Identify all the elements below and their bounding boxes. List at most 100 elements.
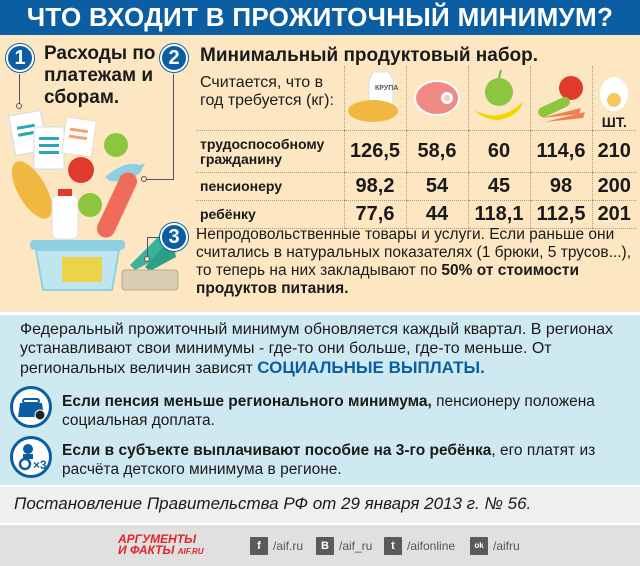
table-cell: 58,6 bbox=[405, 130, 468, 173]
column-fruit bbox=[467, 66, 530, 131]
logo-line: И ФАКТЫ bbox=[118, 543, 175, 557]
table-cell: 210 bbox=[591, 130, 636, 173]
broccoli-icon bbox=[78, 193, 102, 217]
table-cell: 98 bbox=[529, 172, 592, 201]
section-3-connector bbox=[147, 237, 160, 257]
social-link-facebook[interactable]: f /aif.ru bbox=[250, 537, 303, 555]
section-3-text-bold: 50% от стоимости продуктов питания. bbox=[196, 262, 579, 297]
pension-bullet: Если пенсия меньше регионального минимум… bbox=[62, 392, 622, 430]
table-cell: 114,6 bbox=[529, 130, 592, 173]
fish-icon bbox=[105, 163, 145, 182]
connector-dot bbox=[16, 103, 22, 109]
table-cell: 126,5 bbox=[343, 130, 406, 173]
vk-icon: B bbox=[316, 537, 334, 555]
row-label-line: гражданину bbox=[200, 150, 283, 167]
info-panel bbox=[0, 315, 640, 485]
subtitle-line: Считается, что в bbox=[200, 74, 324, 91]
section-3-number-badge: 3 bbox=[160, 223, 188, 251]
third-child-bullet: Если в субъекте выплачивают пособие на 3… bbox=[62, 441, 622, 479]
aif-logo[interactable]: АРГУМЕНТЫ И ФАКТЫ AIF.RU bbox=[118, 532, 204, 557]
subtitle-line: год требуется (кг): bbox=[200, 92, 334, 109]
social-handle: /aif.ru bbox=[273, 539, 304, 553]
page-title: ЧТО ВХОДИТ В ПРОЖИТОЧНЫЙ МИНИМУМ? bbox=[0, 0, 640, 35]
row-label: ребёнку bbox=[196, 200, 344, 229]
row-label: пенсионеру bbox=[196, 172, 344, 201]
basket-icon bbox=[30, 240, 125, 250]
table-cell: 112,5 bbox=[529, 200, 592, 229]
table-cell: 118,1 bbox=[467, 200, 530, 229]
table-cell: 77,6 bbox=[343, 200, 406, 229]
row-label-line: трудоспособному bbox=[200, 135, 325, 152]
odnoklassniki-icon: ok bbox=[470, 537, 488, 555]
column-bread-grain: КРУПА bbox=[343, 66, 406, 131]
social-handle: /aifru bbox=[493, 539, 520, 553]
section-1-number-badge: 1 bbox=[6, 44, 34, 72]
connector-dot bbox=[144, 256, 150, 262]
meat-icon bbox=[414, 80, 460, 116]
pacifier-x3-icon: ×3 bbox=[10, 436, 52, 478]
milk-bottle-icon bbox=[51, 194, 79, 240]
table-subtitle: Считается, что в год требуется (кг): bbox=[196, 66, 344, 131]
section-1-title-line: сборам. bbox=[44, 87, 120, 108]
purse-icon bbox=[10, 386, 52, 428]
row-label: трудоспособному гражданину bbox=[196, 130, 344, 173]
connector-dot bbox=[141, 176, 147, 182]
section-1-title-line: платежам и bbox=[44, 65, 154, 86]
social-handle: /aif_ru bbox=[339, 539, 373, 553]
section-1-title-line: Расходы по bbox=[44, 43, 156, 64]
documents-icon bbox=[8, 109, 97, 170]
logo-site: AIF.RU bbox=[177, 547, 204, 556]
logo-line: АРГУМЕНТЫ bbox=[118, 532, 197, 546]
table-cell: 60 bbox=[467, 130, 530, 173]
fruit-icon bbox=[475, 69, 523, 120]
table-cell: 200 bbox=[591, 172, 636, 201]
column-meat bbox=[405, 66, 468, 131]
social-payments-highlight: СОЦИАЛЬНЫЕ ВЫПЛАТЫ. bbox=[257, 358, 485, 377]
table-row: ребёнку 77,6 44 118,1 112,5 201 bbox=[196, 200, 636, 229]
food-basket-table: Считается, что в год требуется (кг): КРУ… bbox=[196, 66, 636, 229]
bread-grain-icon: КРУПА bbox=[348, 71, 398, 122]
twitter-icon: t bbox=[384, 537, 402, 555]
section-2-number-badge: 2 bbox=[160, 44, 188, 72]
social-link-odnoklassniki[interactable]: ok /aifru bbox=[470, 537, 520, 555]
section-2-connector bbox=[145, 179, 174, 180]
table-cell: 201 bbox=[591, 200, 636, 229]
tomato-icon bbox=[68, 157, 94, 183]
facebook-icon: f bbox=[250, 537, 268, 555]
table-header-row: Считается, что в год требуется (кг): КРУ… bbox=[196, 66, 636, 131]
table-row: трудоспособному гражданину 126,5 58,6 60… bbox=[196, 130, 636, 173]
social-link-twitter[interactable]: t /aifonline bbox=[384, 537, 455, 555]
table-cell: 54 bbox=[405, 172, 468, 201]
bullet-bold: Если в субъекте выплачивают пособие на 3… bbox=[62, 442, 492, 459]
egg-icon bbox=[600, 77, 629, 111]
table-cell: 44 bbox=[405, 200, 468, 229]
info-text: Федеральный прожиточный минимум обновляе… bbox=[20, 320, 620, 378]
section-2-connector bbox=[173, 74, 174, 179]
bullet-text: , его платят из расчёта детского минимум… bbox=[62, 442, 596, 478]
decree-text: Постановление Правительства РФ от 29 янв… bbox=[14, 494, 532, 513]
vegetables-icon bbox=[538, 76, 585, 122]
column-eggs: ШТ. bbox=[591, 66, 636, 131]
social-handle: /aifonline bbox=[407, 539, 456, 553]
bullet-text: пенсионеру положена социальная доплата. bbox=[62, 393, 595, 429]
bullet-bold: Если пенсия меньше регионального минимум… bbox=[62, 393, 432, 410]
info-text-plain: Федеральный прожиточный минимум обновляе… bbox=[20, 321, 614, 377]
table-row: пенсионеру 98,2 54 45 98 200 bbox=[196, 172, 636, 201]
grain-label: КРУПА bbox=[375, 85, 398, 92]
svg-text:×3: ×3 bbox=[33, 458, 47, 472]
table-cell: 98,2 bbox=[343, 172, 406, 201]
section-1-title: Расходы по платежам и сборам. bbox=[44, 43, 155, 109]
eggs-unit-label: ШТ. bbox=[601, 114, 627, 130]
bread-icon bbox=[11, 161, 53, 219]
section-1-connector bbox=[19, 74, 20, 104]
social-link-vk[interactable]: B /aif_ru bbox=[316, 537, 372, 555]
section-3-text: Непродовольственные товары и услуги. Есл… bbox=[196, 226, 636, 298]
section-2-title: Минимальный продуктовый набор. bbox=[200, 45, 539, 66]
table-cell: 45 bbox=[467, 172, 530, 201]
grocery-basket-illustration bbox=[8, 109, 179, 291]
column-vegetables bbox=[529, 66, 592, 131]
sausage-icon bbox=[97, 172, 137, 238]
decree-panel bbox=[0, 487, 640, 523]
section-3-text-plain: Непродовольственные товары и услуги. Есл… bbox=[196, 226, 632, 279]
apple-icon bbox=[104, 133, 128, 157]
